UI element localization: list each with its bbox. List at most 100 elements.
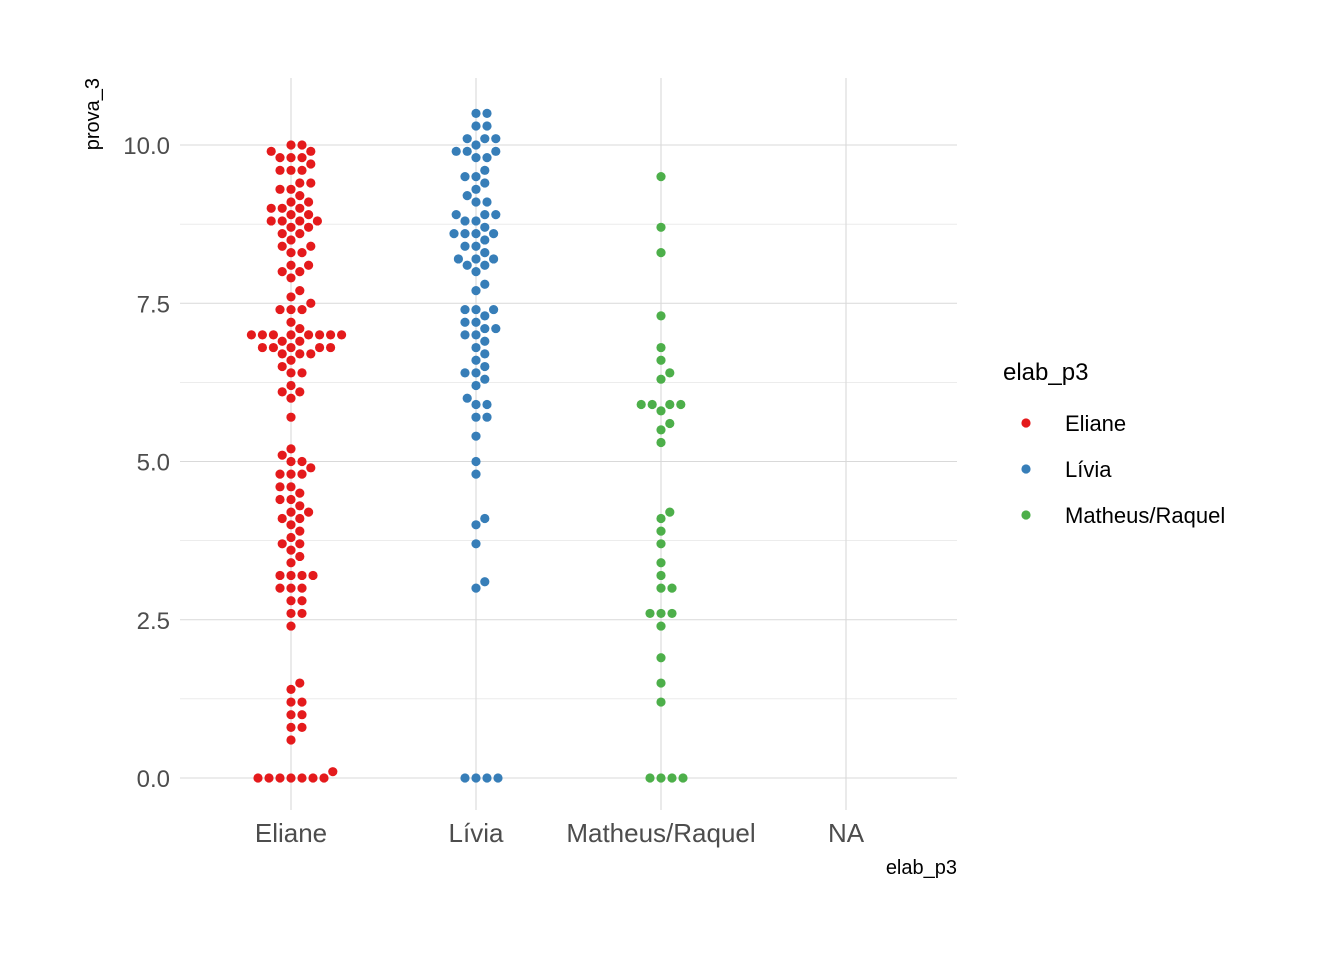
- data-point: [297, 583, 307, 593]
- data-point: [297, 248, 307, 258]
- data-point: [460, 368, 470, 378]
- data-point: [297, 710, 307, 720]
- data-point: [295, 488, 305, 498]
- data-point: [471, 216, 481, 226]
- data-point: [656, 583, 666, 593]
- data-point: [266, 146, 276, 156]
- data-point: [306, 241, 316, 251]
- data-point: [480, 349, 490, 359]
- data-point: [656, 222, 666, 232]
- data-point: [480, 361, 490, 372]
- data-point: [656, 773, 666, 783]
- data-point: [480, 165, 490, 175]
- data-point: [286, 330, 296, 340]
- data-point: [471, 267, 481, 277]
- data-point: [277, 216, 287, 226]
- data-point: [471, 368, 481, 378]
- data-point: [277, 203, 287, 213]
- data-point: [286, 273, 296, 283]
- data-point: [480, 279, 490, 289]
- legend-label: Lívia: [1065, 457, 1112, 482]
- data-point: [482, 412, 492, 422]
- data-point: [275, 184, 285, 194]
- data-point: [480, 235, 490, 245]
- data-point: [295, 178, 305, 188]
- data-point: [471, 399, 481, 410]
- data-point: [306, 159, 316, 169]
- x-tick-labels: Eliane Lívia Matheus/Raquel NA: [255, 818, 865, 848]
- data-point: [326, 330, 336, 340]
- data-point: [489, 229, 499, 239]
- data-point: [286, 532, 296, 543]
- data-point: [286, 368, 296, 378]
- data-point: [275, 773, 285, 783]
- data-point: [253, 773, 263, 783]
- data-point: [297, 570, 307, 581]
- data-point: [286, 558, 296, 568]
- data-point: [286, 444, 296, 454]
- data-point: [656, 608, 666, 619]
- data-point: [676, 399, 686, 410]
- data-point: [266, 203, 276, 213]
- data-point: [453, 254, 463, 264]
- data-point: [295, 539, 305, 549]
- data-point: [451, 210, 461, 220]
- data-point: [268, 342, 278, 353]
- data-point: [462, 146, 472, 156]
- data-points: [246, 108, 688, 783]
- data-point: [656, 653, 666, 663]
- data-point: [471, 773, 481, 783]
- data-point: [257, 342, 267, 353]
- data-point: [471, 342, 481, 353]
- y-tick-labels: 0.0 2.5 5.0 7.5 10.0: [123, 133, 170, 793]
- data-point: [295, 203, 305, 213]
- data-point: [295, 336, 305, 346]
- data-point: [471, 285, 481, 296]
- data-point: [286, 380, 296, 391]
- data-point: [286, 260, 296, 270]
- data-point: [295, 526, 305, 536]
- data-point: [482, 399, 492, 410]
- data-point: [275, 570, 285, 581]
- data-point: [297, 165, 307, 175]
- data-point: [286, 342, 296, 353]
- data-point: [665, 418, 675, 429]
- data-point: [277, 267, 287, 277]
- data-point: [275, 165, 285, 175]
- data-point: [297, 469, 307, 479]
- data-point: [326, 342, 336, 353]
- data-point: [277, 241, 287, 251]
- data-point: [286, 507, 296, 517]
- data-point: [656, 311, 666, 321]
- legend-key: [1021, 418, 1031, 428]
- data-point: [480, 222, 490, 232]
- data-point: [277, 349, 287, 359]
- legend-key: [1021, 464, 1031, 474]
- legend-items: Eliane Lívia Matheus/Raquel: [1021, 411, 1225, 528]
- data-point: [491, 210, 501, 220]
- data-point: [286, 722, 296, 732]
- data-point: [286, 140, 296, 150]
- data-point: [480, 311, 490, 321]
- data-point: [297, 153, 307, 163]
- data-point: [471, 184, 481, 194]
- data-point: [471, 140, 481, 150]
- data-point: [471, 583, 481, 593]
- data-point: [286, 697, 296, 707]
- data-point: [471, 431, 481, 441]
- data-point: [449, 229, 459, 239]
- data-point: [304, 222, 314, 232]
- data-point: [304, 210, 314, 220]
- data-point: [665, 399, 675, 410]
- data-point: [277, 539, 287, 549]
- legend-label: Matheus/Raquel: [1065, 503, 1225, 528]
- data-point: [297, 773, 307, 783]
- data-point: [295, 229, 305, 239]
- data-point: [667, 583, 677, 593]
- data-point: [277, 387, 287, 397]
- data-point: [460, 304, 470, 315]
- data-point: [295, 191, 305, 201]
- y-axis-title: prova_3: [82, 78, 104, 150]
- data-point: [297, 456, 307, 467]
- data-point: [471, 304, 481, 315]
